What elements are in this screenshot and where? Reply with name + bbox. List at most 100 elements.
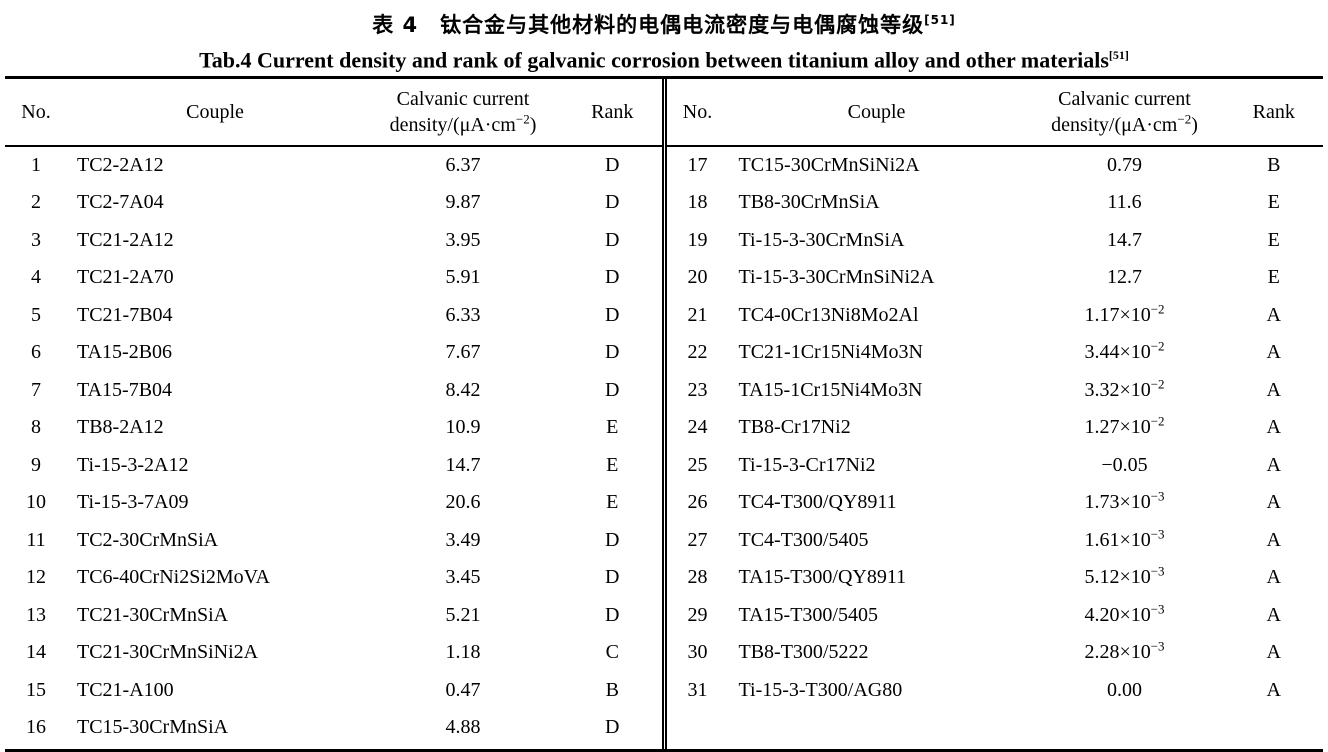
cell-rank: E — [606, 453, 619, 476]
density-exponent: −2 — [1150, 300, 1165, 316]
table-left-header: No. Couple Calvanic current density/(μA·c… — [5, 79, 662, 148]
cell-rank: E — [1267, 191, 1280, 214]
density-exponent: −2 — [1150, 413, 1165, 429]
table-row: 3 TC21-2A12 3.95 D — [5, 221, 662, 259]
density-value: 11.6 — [1107, 191, 1142, 214]
caption-chinese-reference: [51] — [924, 13, 956, 27]
cell-density: 14.7 — [363, 446, 563, 484]
cell-couple: TC6-40CrNi2Si2MoVA — [77, 566, 270, 589]
cell-density: 5.91 — [363, 259, 563, 297]
cell-density: 1.73×10−3 — [1025, 484, 1225, 522]
caption-chinese-text: 表 4 钛合金与其他材料的电偶电流密度与电偶腐蚀等级 — [372, 13, 925, 37]
cell-density: −0.05 — [1025, 446, 1225, 484]
cell-density: 20.6 — [363, 484, 563, 522]
cell-rank: A — [1266, 416, 1281, 439]
density-value: 5.91 — [445, 266, 481, 289]
table-row: 18 TB8-30CrMnSiA 11.6 E — [667, 184, 1324, 222]
table-right-body: 17 TC15-30CrMnSiNi2A 0.79 B 18 TB8-30CrM… — [667, 146, 1324, 709]
cell-no: 26 — [687, 491, 708, 514]
cell-density: 8.42 — [363, 371, 563, 409]
cell-couple: TA15-2B06 — [77, 341, 173, 364]
header-row: No. Couple Calvanic current density/(μA·c… — [666, 79, 1323, 148]
cell-no: 24 — [687, 416, 708, 439]
density-exponent: −2 — [1150, 375, 1165, 391]
cell-no: 15 — [26, 678, 46, 701]
header-density-line2: density/(μA·cm — [389, 114, 516, 137]
density-value: 12.7 — [1107, 266, 1142, 289]
density-value: 1.73×10 — [1084, 491, 1151, 514]
header-no: No. — [666, 79, 729, 148]
cell-couple: TC4-T300/5405 — [738, 528, 869, 551]
cell-density: 1.61×10−3 — [1025, 521, 1225, 559]
cell-no: 1 — [31, 154, 41, 177]
cell-rank: D — [605, 603, 620, 626]
cell-couple: TB8-T300/5222 — [738, 641, 869, 664]
cell-couple: TC2-2A12 — [77, 154, 164, 177]
table-row: 11 TC2-30CrMnSiA 3.49 D — [5, 521, 662, 559]
density-value: 2.28×10 — [1084, 641, 1151, 664]
header-density: Calvanic current density/(μA·cm−2) — [1024, 79, 1225, 148]
header-rank: Rank — [563, 79, 662, 148]
table-row: 9 Ti-15-3-2A12 14.7 E — [5, 446, 662, 484]
cell-couple: TC4-T300/QY8911 — [738, 491, 897, 514]
cell-no: 11 — [26, 528, 46, 551]
cell-density: 3.95 — [363, 221, 563, 259]
cell-couple: Ti-15-3-2A12 — [77, 453, 189, 476]
table-row: 28 TA15-T300/QY8911 5.12×10−3 A — [667, 559, 1324, 597]
cell-no: 18 — [687, 191, 708, 214]
table-row: 21 TC4-0Cr13Ni8Mo2Al 1.17×10−2 A — [667, 296, 1324, 334]
cell-rank: A — [1266, 491, 1281, 514]
header-density-close-paren: ) — [529, 114, 537, 137]
cell-rank: E — [606, 416, 619, 439]
density-value: 14.7 — [1107, 228, 1142, 251]
caption-english-reference: [51] — [1108, 48, 1129, 62]
table-captions: 表 4 钛合金与其他材料的电偶电流密度与电偶腐蚀等级[51] Tab.4 Cur… — [0, 0, 1328, 75]
cell-couple: TC21-2A12 — [77, 228, 174, 251]
cell-density: 14.7 — [1025, 221, 1225, 259]
density-exponent: −3 — [1150, 488, 1165, 504]
cell-no: 17 — [687, 154, 708, 177]
cell-density: 4.20×10−3 — [1025, 596, 1225, 634]
cell-density: 3.49 — [363, 521, 563, 559]
density-value: 0.00 — [1107, 678, 1142, 701]
density-value: 20.6 — [445, 491, 481, 514]
cell-no: 12 — [26, 566, 46, 589]
cell-rank: D — [605, 378, 620, 401]
cell-density: 0.79 — [1025, 146, 1225, 184]
table-row: 2 TC2-7A04 9.87 D — [5, 184, 662, 222]
cell-density: 11.6 — [1025, 184, 1225, 222]
density-exponent: −3 — [1150, 525, 1165, 541]
cell-density: 12.7 — [1025, 259, 1225, 297]
table-row: 31 Ti-15-3-T300/AG80 0.00 A — [667, 671, 1324, 709]
cell-density: 1.27×10−2 — [1025, 409, 1225, 447]
table-row: 30 TB8-T300/5222 2.28×10−3 A — [667, 634, 1324, 672]
cell-rank: E — [1267, 266, 1280, 289]
header-row: No. Couple Calvanic current density/(μA·c… — [5, 79, 662, 148]
cell-couple: Ti-15-3-Cr17Ni2 — [738, 453, 876, 476]
cell-no: 30 — [687, 641, 708, 664]
cell-no: 19 — [687, 228, 708, 251]
table-row: 13 TC21-30CrMnSiA 5.21 D — [5, 596, 662, 634]
density-exponent: −3 — [1150, 563, 1165, 579]
table-row: 5 TC21-7B04 6.33 D — [5, 296, 662, 334]
table-row: 22 TC21-1Cr15Ni4Mo3N 3.44×10−2 A — [667, 334, 1324, 372]
cell-no: 14 — [26, 641, 46, 664]
data-table: No. Couple Calvanic current density/(μA·c… — [5, 76, 1323, 752]
density-value: 8.42 — [445, 378, 481, 401]
table-right: No. Couple Calvanic current density/(μA·c… — [666, 79, 1324, 709]
cell-no: 3 — [31, 228, 41, 251]
cell-density: 3.44×10−2 — [1025, 334, 1225, 372]
cell-couple: Ti-15-3-30CrMnSiNi2A — [738, 266, 935, 289]
cell-couple: TC21-1Cr15Ni4Mo3N — [738, 341, 923, 364]
cell-density: 0.47 — [363, 671, 563, 709]
header-density-line1: Calvanic current — [1058, 88, 1191, 111]
table-row: 4 TC21-2A70 5.91 D — [5, 259, 662, 297]
density-value: 1.18 — [445, 641, 481, 664]
table-row: 7 TA15-7B04 8.42 D — [5, 371, 662, 409]
cell-couple: Ti-15-3-30CrMnSiA — [738, 228, 905, 251]
cell-couple: TC21-A100 — [77, 678, 174, 701]
cell-density: 1.17×10−2 — [1025, 296, 1225, 334]
cell-rank: A — [1266, 641, 1281, 664]
header-density: Calvanic current density/(μA·cm−2) — [363, 79, 563, 148]
